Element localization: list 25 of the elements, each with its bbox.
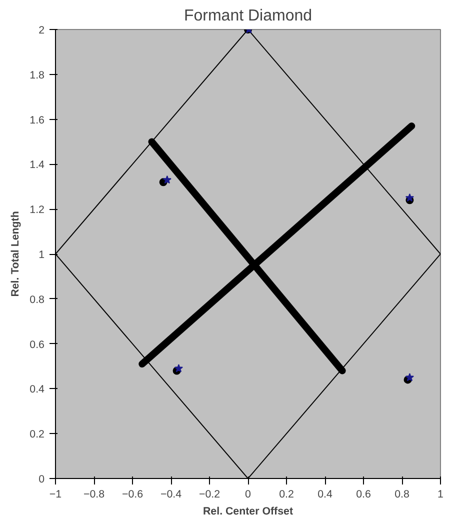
y-tick-label: 0.4 [30,384,45,396]
y-tick-label: 0 [38,474,45,486]
x-tick-label: 0.6 [356,488,371,500]
y-tick-label: 0.6 [30,338,45,351]
x-tick-label: −0.6 [122,488,144,500]
x-tick-label: 0.2 [279,488,294,500]
y-tick-label: 2 [38,24,45,36]
y-tick-label: 1 [38,249,45,261]
y-tick-label: 1.8 [30,69,45,82]
chart-title: Formant Diamond [184,8,312,24]
x-tick-label: −0.8 [83,488,105,500]
x-tick-label: 1 [438,488,444,500]
x-tick-label: 0.4 [318,488,332,500]
y-tick-label: 1.2 [30,204,45,216]
x-tick-label: −1 [49,488,62,500]
y-tick-label: 0.2 [30,428,45,441]
x-tick-label: 0.8 [394,488,410,500]
x-tick-label: −0.4 [160,488,182,500]
y-tick-label: 0.8 [30,294,45,306]
x-axis-title: Rel. Center Offset [202,506,294,518]
y-tick-label: 1.4 [30,159,45,172]
y-axis-title: Rel. Total Length [10,211,22,297]
x-tick-label: −0.2 [198,488,220,500]
y-tick-label: 1.6 [30,114,45,126]
x-tick-label: 0 [245,488,252,500]
